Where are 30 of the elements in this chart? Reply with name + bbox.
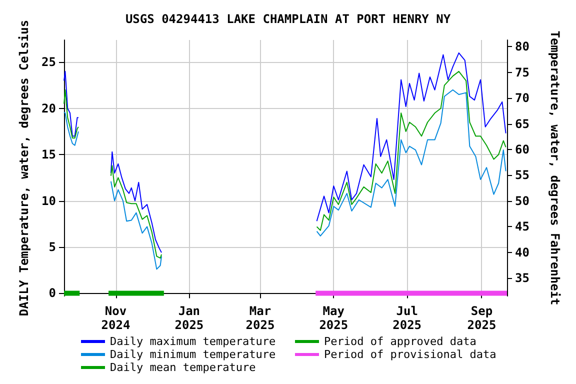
y-tick-label: 25: [42, 55, 56, 70]
x-tick-label: May 2025: [319, 304, 348, 332]
y2-tick-label: 40: [515, 245, 530, 260]
y-axis-title: DAILY Temperature, water, degrees Celsius: [17, 20, 32, 316]
y-tick-label: 10: [42, 194, 56, 208]
y-tick-label: 0: [48, 286, 56, 300]
legend-label: Daily maximum temperature: [110, 335, 276, 348]
x-tick-label: Mar 2025: [246, 304, 275, 332]
x-tick-label: Nov 2024: [101, 304, 130, 332]
y2-tick-label: 50: [515, 194, 530, 208]
y-tick-label: 5: [48, 240, 56, 254]
legend-label: Period of provisional data: [324, 348, 496, 361]
y2-tick-label: 65: [515, 116, 530, 131]
x-tick-label: Jul 2025: [392, 304, 422, 332]
y-tick-label: 20: [42, 101, 56, 116]
y2-tick-label: 45: [515, 220, 530, 234]
y2-tick-label: 55: [515, 168, 530, 182]
y2-tick-label: 35: [515, 271, 530, 286]
chart-title: USGS 04294413 LAKE CHAMPLAIN AT PORT HENRY NY: [125, 12, 452, 26]
y2-tick-label: 70: [515, 91, 530, 106]
y2-tick-label: 80: [515, 40, 530, 54]
y2-axis-title: Temperature, water, degrees Fahrenheit: [548, 30, 562, 306]
x-tick-label: Jan 2025: [174, 304, 204, 332]
legend-label: Daily minimum temperature: [110, 348, 276, 361]
y2-tick-label: 60: [515, 142, 530, 156]
y2-tick-label: 75: [515, 65, 530, 80]
x-tick-label: Sep 2025: [467, 304, 496, 332]
legend-label: Daily mean temperature: [110, 361, 256, 374]
legend-label: Period of approved data: [324, 335, 476, 348]
y-tick-label: 15: [42, 148, 56, 162]
